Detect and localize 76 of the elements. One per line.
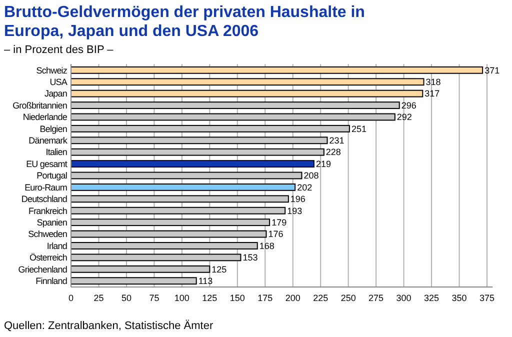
y-tick-label: Belgien bbox=[40, 124, 68, 134]
data-label: 176 bbox=[268, 229, 284, 240]
data-label: 208 bbox=[304, 170, 319, 181]
chart-subtitle: – in Prozent des BIP – bbox=[4, 44, 114, 56]
x-tick-label: 75 bbox=[149, 293, 160, 303]
y-tick-label: Niederlande bbox=[22, 112, 68, 122]
x-tick-label: 150 bbox=[230, 293, 245, 303]
y-tick-label: Griechenland bbox=[18, 264, 68, 274]
bar bbox=[70, 160, 314, 168]
y-tick-label: EU gesamt bbox=[26, 158, 68, 169]
y-tick-label: Spanien bbox=[36, 217, 68, 228]
data-label: 231 bbox=[329, 136, 344, 146]
bar bbox=[70, 277, 197, 285]
data-label: 193 bbox=[287, 206, 302, 216]
x-tick-label: 300 bbox=[396, 293, 412, 303]
bar bbox=[70, 230, 267, 238]
data-label: 292 bbox=[396, 112, 412, 122]
bar bbox=[70, 242, 258, 250]
bar bbox=[70, 66, 484, 74]
x-tick-label: 25 bbox=[94, 293, 104, 303]
bar bbox=[70, 113, 396, 121]
data-label: 296 bbox=[401, 100, 416, 110]
y-tick-label: Irland bbox=[46, 240, 68, 251]
data-label: 168 bbox=[259, 240, 274, 251]
data-label: 251 bbox=[351, 124, 366, 134]
data-label: 113 bbox=[198, 276, 213, 286]
data-label: 196 bbox=[290, 194, 306, 204]
bar bbox=[70, 183, 296, 191]
data-label: 179 bbox=[272, 217, 287, 228]
x-tick-label: 100 bbox=[174, 293, 190, 303]
data-label: 317 bbox=[424, 88, 440, 99]
y-tick-label: Dänemark bbox=[28, 136, 68, 146]
y-tick-label: Schweiz bbox=[36, 65, 68, 76]
x-tick-label: 200 bbox=[285, 293, 300, 303]
data-label: 202 bbox=[297, 182, 312, 192]
bar bbox=[70, 206, 286, 214]
y-tick-label: Italien bbox=[46, 147, 68, 158]
bar bbox=[70, 124, 350, 132]
bar bbox=[70, 102, 400, 109]
y-tick-label: Deutschland bbox=[21, 194, 68, 204]
x-tick-label: 350 bbox=[452, 293, 467, 303]
x-tick-label: 0 bbox=[68, 293, 74, 303]
data-label: 125 bbox=[212, 264, 227, 274]
y-tick-label: Japan bbox=[44, 88, 68, 99]
x-tick-label: 225 bbox=[313, 293, 328, 303]
y-tick-label: Portugal bbox=[36, 170, 68, 181]
y-tick-label: Schweden bbox=[28, 229, 68, 240]
bar bbox=[70, 148, 324, 156]
source-note: Quellen: Zentralbanken, Statistische Ämter bbox=[4, 319, 214, 332]
bar bbox=[70, 90, 424, 98]
bar bbox=[70, 195, 289, 203]
data-label: 228 bbox=[326, 147, 341, 158]
bar bbox=[70, 136, 328, 144]
data-label: 371 bbox=[484, 65, 500, 76]
x-tick-label: 175 bbox=[258, 293, 273, 303]
data-label: 153 bbox=[242, 252, 258, 263]
x-tick-label: 50 bbox=[121, 293, 132, 303]
bar bbox=[70, 218, 270, 226]
y-tick-label: Finnland bbox=[36, 276, 68, 286]
x-tick-label: 325 bbox=[424, 293, 440, 303]
x-tick-label: 125 bbox=[202, 293, 218, 303]
y-tick-label: USA bbox=[50, 77, 68, 87]
bar bbox=[70, 265, 210, 273]
x-tick-label: 375 bbox=[479, 293, 495, 303]
data-label: 318 bbox=[426, 77, 441, 87]
bar bbox=[70, 254, 242, 262]
y-tick-label: Österreich bbox=[29, 252, 68, 263]
bar bbox=[70, 78, 424, 86]
data-label: 219 bbox=[316, 158, 331, 169]
chart-title: Brutto-Geldvermögen der privaten Haushalte in Europa, Japan und den USA 2006 bbox=[4, 4, 365, 40]
y-tick-label: Frankreich bbox=[28, 206, 68, 216]
x-tick-label: 250 bbox=[340, 293, 356, 303]
y-tick-label: Großbritannien bbox=[12, 100, 68, 110]
x-tick-label: 275 bbox=[368, 293, 384, 303]
bar bbox=[70, 172, 302, 180]
y-tick-label: Euro-Raum bbox=[24, 182, 67, 192]
